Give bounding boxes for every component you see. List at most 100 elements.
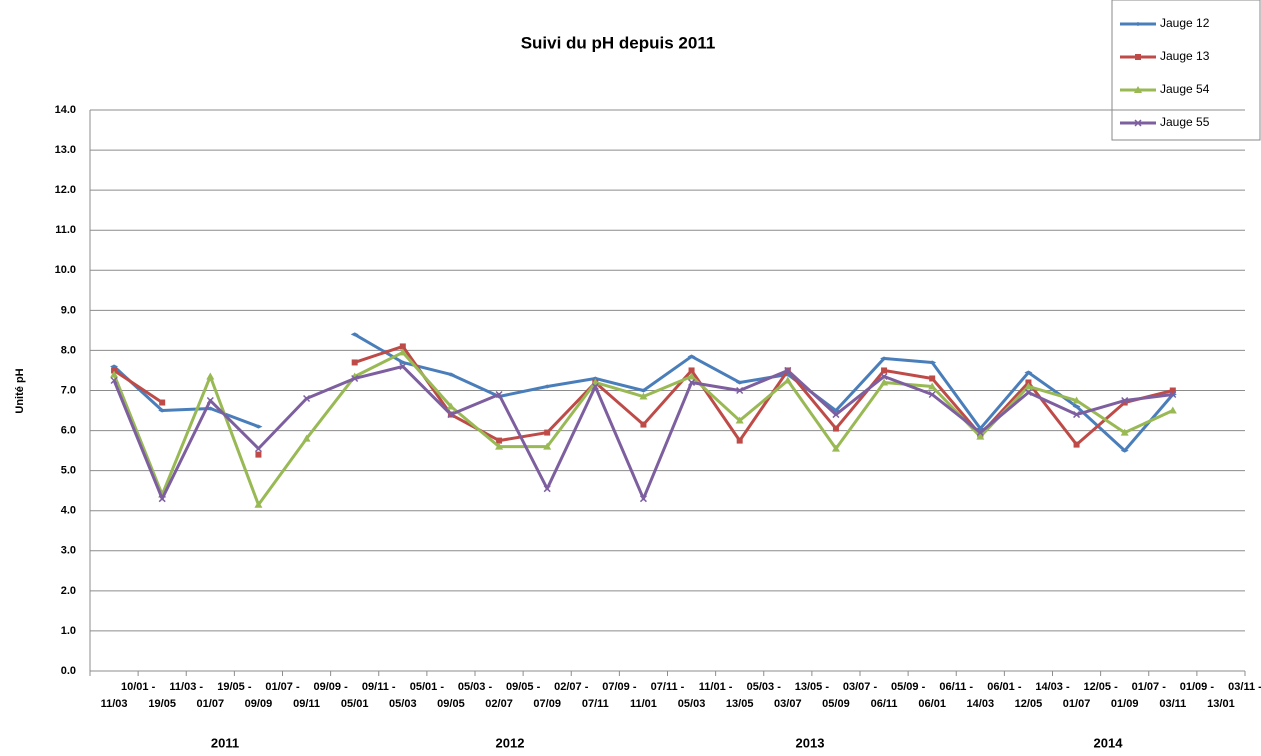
legend-label: Jauge 13	[1160, 49, 1210, 63]
marker	[1025, 379, 1032, 386]
x-tick-label: 01/07 -09/09	[245, 681, 300, 710]
x-tick-label: 01/09 -03/11	[1159, 681, 1214, 710]
marker	[880, 372, 888, 381]
marker	[1168, 406, 1177, 414]
series-line	[112, 364, 1173, 501]
marker	[399, 343, 406, 350]
marker	[831, 444, 840, 452]
marker	[254, 424, 263, 429]
x-tick-label: 09/09 -09/11	[293, 681, 348, 710]
marker	[687, 372, 696, 380]
marker	[736, 386, 744, 395]
marker	[1072, 396, 1081, 404]
y-tick-label: 4.0	[61, 505, 76, 517]
marker	[206, 372, 215, 380]
year-label: 2013	[796, 735, 825, 750]
marker	[159, 399, 166, 406]
marker	[206, 396, 214, 405]
y-tick-label: 7.0	[61, 384, 76, 396]
marker	[350, 332, 359, 337]
marker	[880, 356, 889, 361]
series-line	[112, 350, 1174, 507]
marker	[928, 360, 937, 365]
year-label: 2012	[496, 735, 525, 750]
x-tick-label: 11/03 -19/05	[148, 681, 203, 710]
marker	[1120, 448, 1129, 453]
y-tick-label: 12.0	[55, 184, 76, 196]
x-tick-label: 13/05 -03/07	[774, 681, 829, 710]
series-line	[113, 344, 1174, 447]
x-tick-label: 09/11 -05/01	[341, 681, 396, 710]
marker	[639, 495, 647, 503]
marker	[303, 394, 311, 403]
x-tick-label: 01/07 -01/09	[1111, 681, 1166, 710]
x-tick-label: 03/11 -13/01	[1207, 681, 1261, 710]
marker	[495, 442, 504, 450]
marker	[110, 370, 119, 378]
marker	[976, 432, 985, 440]
marker	[639, 392, 648, 400]
marker	[399, 362, 407, 370]
legend-marker	[1134, 119, 1142, 127]
marker	[495, 390, 503, 399]
marker	[591, 382, 599, 391]
x-tick-label: 05/09 -06/11	[871, 681, 926, 710]
marker	[1072, 404, 1081, 409]
x-tick-label: 07/11 -11/01	[630, 681, 685, 710]
marker	[254, 445, 262, 453]
x-tick-label: 05/01 -05/03	[389, 681, 444, 710]
legend-marker	[1135, 54, 1141, 60]
legend-label: Jauge 12	[1160, 16, 1210, 30]
marker	[446, 402, 455, 410]
marker	[446, 372, 455, 377]
marker	[496, 437, 503, 444]
marker	[688, 367, 695, 374]
legend-label: Jauge 54	[1160, 82, 1210, 96]
x-tick-label: 12/05 -01/07	[1063, 681, 1118, 710]
x-tick-label: 05/03 -09/05	[437, 681, 492, 710]
chart-title: Suivi du pH depuis 2011	[521, 33, 716, 52]
legend-label: Jauge 55	[1160, 115, 1210, 129]
marker	[832, 411, 840, 419]
y-tick-label: 9.0	[61, 304, 76, 316]
marker	[929, 375, 936, 382]
marker	[1024, 382, 1033, 390]
marker	[881, 367, 888, 374]
x-tick-label: 10/01 -11/03	[101, 681, 156, 710]
year-label: 2011	[211, 735, 239, 750]
year-label: 2014	[1094, 735, 1124, 750]
marker	[111, 367, 118, 374]
marker	[832, 425, 839, 432]
x-tick-label: 03/07 -05/09	[822, 681, 877, 710]
marker	[543, 384, 552, 389]
y-tick-label: 2.0	[61, 585, 76, 597]
x-tick-label: 09/05 -02/07	[485, 681, 540, 710]
marker	[254, 500, 263, 508]
legend-marker	[1134, 86, 1142, 93]
x-tick-label: 19/05 -01/07	[197, 681, 252, 710]
marker	[351, 359, 358, 366]
marker	[928, 382, 937, 390]
x-tick-label: 02/07 -07/09	[533, 681, 588, 710]
marker	[591, 376, 600, 381]
marker	[1169, 387, 1176, 394]
marker	[255, 451, 262, 458]
marker	[110, 364, 119, 369]
marker	[1024, 370, 1033, 375]
y-tick-label: 1.0	[61, 625, 76, 637]
marker	[783, 376, 792, 384]
y-tick-label: 5.0	[61, 465, 76, 477]
marker	[447, 411, 455, 419]
marker	[302, 434, 311, 442]
marker	[928, 390, 936, 399]
marker	[639, 388, 648, 393]
marker	[640, 421, 647, 428]
marker	[735, 380, 744, 385]
marker	[351, 374, 359, 383]
x-tick-label: 11/01 -05/03	[678, 681, 733, 710]
y-tick-label: 6.0	[61, 424, 76, 436]
marker	[784, 366, 792, 374]
legend-marker	[1134, 22, 1142, 26]
x-tick-label: 07/09 -07/11	[582, 681, 637, 710]
